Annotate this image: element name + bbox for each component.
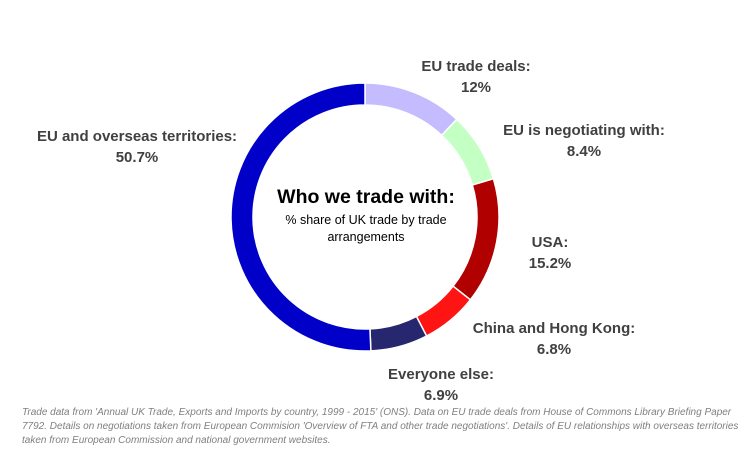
slice-value: 15.2% bbox=[528, 255, 572, 272]
label-usa: USA: 15.2% bbox=[529, 232, 572, 274]
chart-title: Who we trade with: bbox=[277, 186, 455, 208]
donut-slice-4 bbox=[369, 315, 428, 352]
slice-value: 12% bbox=[460, 79, 492, 96]
slice-name: EU trade deals: bbox=[421, 58, 531, 75]
chart-subtitle: % share of UK trade by trade arrangement… bbox=[285, 213, 447, 244]
source-note: Trade data from 'Annual UK Trade, Export… bbox=[22, 407, 739, 446]
slice-value: 6.9% bbox=[423, 387, 459, 404]
label-eu-negotiating: EU is negotiating with: 8.4% bbox=[503, 120, 665, 162]
slice-value: 6.8% bbox=[536, 341, 572, 358]
slice-value: 8.4% bbox=[566, 143, 602, 160]
slice-value: 50.7% bbox=[115, 149, 159, 166]
label-eu-trade-deals: EU trade deals: 12% bbox=[421, 56, 530, 98]
slice-name: China and Hong Kong: bbox=[472, 320, 636, 337]
slice-name: USA: bbox=[531, 234, 569, 251]
label-eu-overseas-territories: EU and overseas territories: 50.7% bbox=[37, 126, 237, 168]
slice-name: Everyone else: bbox=[388, 366, 494, 383]
donut-slice-1 bbox=[440, 118, 495, 187]
label-everyone-else: Everyone else: 6.9% bbox=[388, 364, 494, 406]
slice-name: EU and overseas territories: bbox=[36, 128, 238, 145]
slice-name: EU is negotiating with: bbox=[503, 122, 665, 139]
label-china-hong-kong: China and Hong Kong: 6.8% bbox=[473, 318, 635, 360]
donut-slice-3 bbox=[415, 285, 472, 338]
donut-slice-5 bbox=[230, 82, 372, 352]
